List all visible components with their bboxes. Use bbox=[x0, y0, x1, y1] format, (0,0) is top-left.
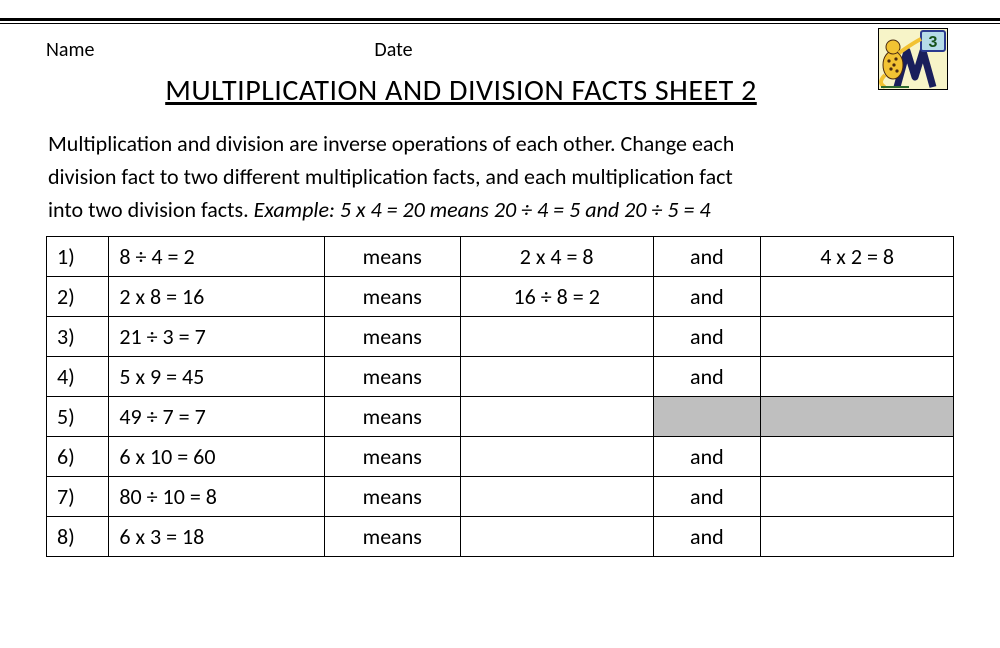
table-row: 3)21 ÷ 3 = 7means and bbox=[47, 317, 954, 357]
means-cell: means bbox=[324, 477, 460, 517]
header-line: Name Date bbox=[46, 38, 954, 62]
given-fact: 5 x 9 = 45 bbox=[109, 357, 324, 397]
given-fact: 8 ÷ 4 = 2 bbox=[109, 237, 324, 277]
table-row: 2)2 x 8 = 16means16 ÷ 8 = 2and bbox=[47, 277, 954, 317]
row-number: 3) bbox=[47, 317, 109, 357]
row-number: 5) bbox=[47, 397, 109, 437]
and-cell: and bbox=[653, 437, 761, 477]
answer-cell-1[interactable] bbox=[460, 477, 653, 517]
answer-cell-1[interactable] bbox=[460, 317, 653, 357]
row-number: 8) bbox=[47, 517, 109, 557]
row-number: 4) bbox=[47, 357, 109, 397]
grade-number-glyph: 3 bbox=[929, 34, 938, 51]
table-row: 1)8 ÷ 4 = 2means2 x 4 = 8and4 x 2 = 8 bbox=[47, 237, 954, 277]
facts-table: 1)8 ÷ 4 = 2means2 x 4 = 8and4 x 2 = 82)2… bbox=[46, 236, 954, 557]
answer-cell-2[interactable]: 4 x 2 = 8 bbox=[761, 237, 954, 277]
answer-cell-2[interactable] bbox=[761, 357, 954, 397]
grade-logo: 3 bbox=[878, 28, 948, 90]
table-row: 7)80 ÷ 10 = 8means and bbox=[47, 477, 954, 517]
instructions-line3-prefix: into two division facts. bbox=[48, 196, 254, 223]
and-cell: and bbox=[653, 237, 761, 277]
answer-cell-1[interactable] bbox=[460, 397, 653, 437]
answer-cell-1[interactable]: 16 ÷ 8 = 2 bbox=[460, 277, 653, 317]
given-fact: 6 x 10 = 60 bbox=[109, 437, 324, 477]
table-row: 4)5 x 9 = 45means and bbox=[47, 357, 954, 397]
given-fact: 49 ÷ 7 = 7 bbox=[109, 397, 324, 437]
title-wrap: MULTIPLICATION AND DIVISION FACTS SHEET … bbox=[46, 72, 954, 109]
and-cell: and bbox=[653, 517, 761, 557]
answer-cell-1[interactable]: 2 x 4 = 8 bbox=[460, 237, 653, 277]
row-number: 6) bbox=[47, 437, 109, 477]
and-cell: and bbox=[653, 357, 761, 397]
means-cell: means bbox=[324, 517, 460, 557]
instructions: Multiplication and division are inverse … bbox=[48, 127, 952, 226]
means-cell: means bbox=[324, 437, 460, 477]
table-row: 8)6 x 3 = 18means and bbox=[47, 517, 954, 557]
means-cell: means bbox=[324, 397, 460, 437]
name-label: Name bbox=[46, 38, 94, 62]
row-number: 7) bbox=[47, 477, 109, 517]
answer-cell-2[interactable] bbox=[761, 517, 954, 557]
answer-cell-2[interactable] bbox=[761, 477, 954, 517]
and-cell: and bbox=[653, 317, 761, 357]
means-cell: means bbox=[324, 277, 460, 317]
given-fact: 2 x 8 = 16 bbox=[109, 277, 324, 317]
answer-cell-2[interactable] bbox=[761, 277, 954, 317]
worksheet-content: Name Date 3 MULTIPLICATION AND DIVIS bbox=[0, 24, 1000, 557]
worksheet-title: MULTIPLICATION AND DIVISION FACTS SHEET … bbox=[165, 72, 835, 109]
means-cell: means bbox=[324, 357, 460, 397]
date-label: Date bbox=[374, 38, 412, 62]
means-cell: means bbox=[324, 237, 460, 277]
table-row: 6)6 x 10 = 60means and bbox=[47, 437, 954, 477]
and-cell bbox=[653, 397, 761, 437]
means-cell: means bbox=[324, 317, 460, 357]
instructions-example: Example: 5 x 4 = 20 means 20 ÷ 4 = 5 and… bbox=[254, 196, 711, 223]
and-cell: and bbox=[653, 477, 761, 517]
row-number: 2) bbox=[47, 277, 109, 317]
answer-cell-2[interactable] bbox=[761, 317, 954, 357]
answer-cell-1[interactable] bbox=[460, 517, 653, 557]
instructions-line2: division fact to two different multiplic… bbox=[48, 163, 733, 190]
instructions-line1: Multiplication and division are inverse … bbox=[48, 130, 734, 157]
answer-cell-1[interactable] bbox=[460, 357, 653, 397]
given-fact: 21 ÷ 3 = 7 bbox=[109, 317, 324, 357]
answer-cell-2[interactable] bbox=[761, 437, 954, 477]
given-fact: 6 x 3 = 18 bbox=[109, 517, 324, 557]
table-row: 5)49 ÷ 7 = 7means bbox=[47, 397, 954, 437]
row-number: 1) bbox=[47, 237, 109, 277]
and-cell: and bbox=[653, 277, 761, 317]
given-fact: 80 ÷ 10 = 8 bbox=[109, 477, 324, 517]
answer-cell-2[interactable] bbox=[761, 397, 954, 437]
answer-cell-1[interactable] bbox=[460, 437, 653, 477]
